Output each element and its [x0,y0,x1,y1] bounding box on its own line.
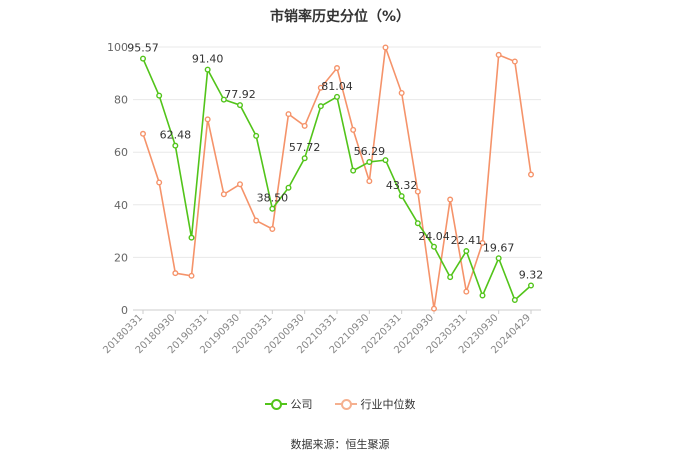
data-point-industry [172,270,179,277]
data-point-industry [366,178,373,185]
data-point-industry [317,84,324,91]
y-tick-label: 40 [114,199,128,212]
data-point-company [172,142,179,149]
data-point-company [463,248,470,255]
data-point-company [139,55,146,62]
chart-title: 市销率历史分位（%） [269,9,411,25]
data-label: 24.04 [418,230,450,243]
data-point-industry [236,181,243,188]
legend-item-company[interactable]: 公司 [264,396,313,412]
data-point-company [479,292,486,299]
series [139,44,535,312]
y-tick-label: 60 [114,146,128,159]
data-point-industry [479,239,486,246]
data-label: 81.04 [321,80,353,93]
data-point-industry [188,272,195,279]
data-point-industry [463,288,470,295]
data-label: 91.40 [192,53,224,66]
data-point-company [447,274,454,281]
data-point-company [495,255,502,262]
data-point-company [317,103,324,110]
data-point-company [528,282,535,289]
data-point-industry [139,130,146,137]
data-point-company [366,158,373,165]
legend-label-company: 公司 [290,398,313,411]
data-point-company [269,205,276,212]
data-point-company [253,132,260,139]
legend: 公司 行业中位数 [0,396,680,412]
legend-label-industry: 行业中位数 [360,398,416,411]
data-point-industry [156,179,163,186]
data-label: 38.50 [257,192,289,205]
data-point-industry [398,90,405,97]
data-point-company [334,93,341,100]
data-point-industry [269,225,276,232]
data-point-industry [511,58,518,65]
data-point-industry [285,111,292,118]
data-point-industry [220,191,227,198]
data-point-company [301,155,308,162]
data-point-industry [414,188,421,195]
data-point-company [414,220,421,227]
data-label: 43.32 [386,179,418,192]
data-point-company [188,234,195,241]
legend-swatch-industry [334,399,357,410]
data-point-industry [431,305,438,312]
grid-lines [133,46,541,258]
y-tick-label: 20 [114,251,128,264]
data-label: 56.29 [354,145,386,158]
data-point-industry [350,126,357,133]
data-point-industry [495,51,502,58]
data-point-industry [334,65,341,72]
data-label: 9.32 [519,268,544,281]
data-point-industry [204,116,211,123]
data-label: 22.41 [451,234,483,247]
data-point-company [511,297,518,304]
data-point-industry [301,122,308,129]
data-point-company [204,66,211,73]
data-point-company [236,102,243,109]
data-point-company [398,193,405,200]
data-point-company [220,96,227,103]
data-label: 57.72 [289,141,321,154]
data-point-company [431,243,438,250]
y-tick-label: 100 [107,41,128,54]
data-label: 77.92 [224,88,256,101]
data-point-industry [447,196,454,203]
data-point-industry [528,171,535,178]
data-label: 62.48 [160,129,192,142]
data-point-industry [253,217,260,224]
y-tick-label: 80 [114,94,128,107]
data-point-industry [382,44,389,51]
data-point-company [285,184,292,191]
legend-swatch-company [264,399,287,410]
legend-item-industry[interactable]: 行业中位数 [334,396,416,412]
data-point-company [156,92,163,99]
data-source-note: 数据来源：恒生聚源 [290,438,390,451]
data-label: 19.67 [483,241,515,254]
y-tick-label: 0 [121,304,128,317]
data-labels: 95.57 62.48 91.40 77.92 38.50 57.72 81.04 56.29… [127,42,543,282]
data-point-company [350,167,357,174]
data-point-company [382,157,389,164]
data-label: 95.57 [127,42,159,55]
